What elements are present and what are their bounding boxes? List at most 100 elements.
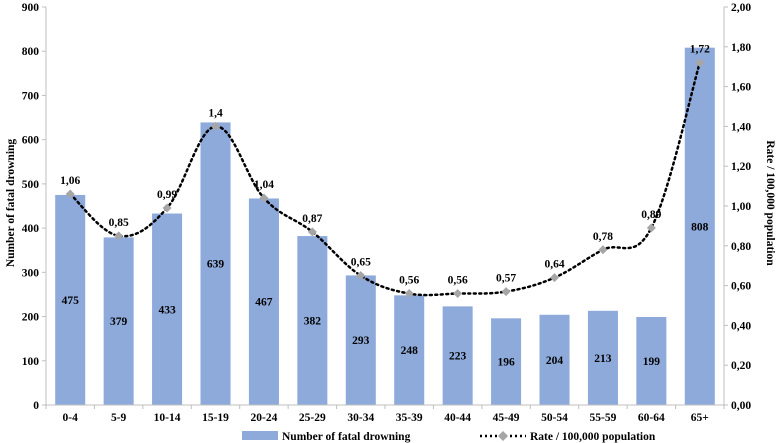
bar-value-label-60-64: 199 bbox=[643, 356, 661, 368]
right-axis-title: Rate / 100,000 population bbox=[764, 140, 776, 266]
bar-value-label-10-14: 433 bbox=[158, 304, 176, 316]
rate-value-label-30-34: 0,65 bbox=[351, 257, 371, 269]
x-tick-label-10-14: 10-14 bbox=[154, 412, 181, 424]
bar-value-label-25-29: 382 bbox=[304, 316, 322, 328]
left-tick-label: 0 bbox=[33, 400, 39, 412]
x-tick-label-55-59: 55-59 bbox=[590, 412, 617, 424]
bar-value-label-65+: 808 bbox=[691, 221, 709, 233]
right-tick-label: 0,80 bbox=[731, 241, 751, 253]
x-tick-label-40-44: 40-44 bbox=[444, 412, 471, 424]
left-tick-label: 200 bbox=[22, 312, 40, 324]
right-tick-label: 1,00 bbox=[731, 201, 751, 213]
bar-0-4 bbox=[55, 194, 86, 405]
right-tick-label: 2,00 bbox=[731, 2, 751, 14]
x-tick-label-25-29: 25-29 bbox=[299, 412, 326, 424]
right-tick-label: 0,20 bbox=[731, 360, 751, 372]
bar-5-9 bbox=[103, 237, 134, 405]
x-tick-label-5-9: 5-9 bbox=[111, 412, 127, 424]
bar-value-label-30-34: 293 bbox=[352, 335, 370, 347]
rate-value-label-65+: 1,72 bbox=[690, 44, 710, 56]
x-tick-label-50-54: 50-54 bbox=[541, 412, 568, 424]
rate-value-label-25-29: 0,87 bbox=[302, 213, 322, 225]
x-axis-ticks: 0-4 5-9 10-14 15-19 20-24 25-29 30-34 35-39 40-4… bbox=[45, 405, 725, 424]
bar-value-label-5-9: 379 bbox=[110, 316, 128, 328]
bar-50-54 bbox=[539, 314, 570, 405]
bar-60-64 bbox=[636, 317, 667, 405]
legend-label-rate: Rate / 100,000 population bbox=[530, 431, 656, 443]
left-tick-label: 900 bbox=[22, 2, 40, 14]
rate-value-label-45-49: 0,57 bbox=[496, 273, 516, 285]
left-tick-label: 400 bbox=[22, 223, 40, 235]
left-axis-ticks: 0 100 200 300 400 500 600 700 800 900 bbox=[22, 2, 46, 412]
bar-value-label-55-59: 213 bbox=[594, 353, 612, 365]
bar-20-24 bbox=[248, 198, 279, 405]
rate-value-label-55-59: 0,78 bbox=[593, 231, 613, 243]
bar-45-49 bbox=[491, 318, 522, 405]
rate-marker-10-14 bbox=[162, 203, 172, 213]
rate-value-label-50-54: 0,64 bbox=[544, 259, 564, 271]
rate-marker-50-54 bbox=[550, 273, 559, 283]
bar-value-label-45-49: 196 bbox=[497, 357, 515, 369]
bar-value-label-40-44: 223 bbox=[449, 351, 467, 363]
left-tick-label: 500 bbox=[22, 179, 40, 191]
bar-value-label-0-4: 475 bbox=[62, 295, 80, 307]
bar-value-label-20-24: 467 bbox=[255, 297, 273, 309]
bars-layer bbox=[55, 47, 715, 406]
bar-65+ bbox=[684, 47, 715, 406]
rate-marker-15-19 bbox=[211, 121, 220, 131]
right-tick-label: 1,80 bbox=[731, 42, 751, 54]
left-tick-label: 300 bbox=[22, 267, 40, 279]
axes-layer bbox=[45, 7, 725, 406]
right-tick-label: 0,40 bbox=[731, 320, 751, 332]
x-tick-label-35-39: 35-39 bbox=[396, 412, 423, 424]
rate-marker-20-24 bbox=[259, 193, 269, 203]
x-tick-label-60-64: 60-64 bbox=[638, 412, 665, 424]
rate-value-label-35-39: 0,56 bbox=[399, 275, 419, 287]
x-tick-label-45-49: 45-49 bbox=[493, 412, 520, 424]
left-tick-label: 600 bbox=[22, 135, 40, 147]
bar-40-44 bbox=[442, 306, 473, 405]
rate-series-line bbox=[68, 61, 702, 297]
left-axis-title: Number of fatal drowning bbox=[5, 139, 17, 268]
x-tick-label-15-19: 15-19 bbox=[202, 412, 229, 424]
rate-marker-45-49 bbox=[501, 287, 511, 297]
bar-value-label-50-54: 204 bbox=[546, 355, 564, 367]
rate-marker-30-34 bbox=[356, 271, 366, 281]
rate-marker-60-64 bbox=[646, 223, 656, 233]
right-tick-label: 0,00 bbox=[731, 400, 751, 412]
bar-25-29 bbox=[297, 236, 328, 405]
rate-marker-40-44 bbox=[453, 289, 463, 299]
bar-35-39 bbox=[394, 295, 425, 405]
bar-labels-layer: 475 379 433 639 467 382 293 248 223 196 204 213 199 8… bbox=[62, 221, 709, 368]
left-tick-label: 100 bbox=[22, 356, 40, 368]
rate-value-label-10-14: 0,99 bbox=[157, 189, 177, 201]
x-tick-label-20-24: 20-24 bbox=[251, 412, 278, 424]
right-tick-label: 1,40 bbox=[731, 121, 751, 133]
right-tick-label: 1,60 bbox=[731, 82, 751, 94]
right-tick-label: 0,60 bbox=[731, 281, 751, 293]
rate-value-label-20-24: 1,04 bbox=[254, 179, 274, 191]
rate-marker-5-9 bbox=[114, 231, 124, 241]
rate-marker-35-39 bbox=[404, 289, 414, 299]
legend-swatch-rate-marker bbox=[498, 431, 508, 441]
legend: Number of fatal drowning Rate / 100,000 … bbox=[242, 431, 656, 443]
rate-line-layer bbox=[65, 58, 705, 299]
rate-marker-65+ bbox=[695, 58, 705, 68]
bar-value-label-15-19: 639 bbox=[207, 259, 225, 271]
right-axis-ticks: 0,00 0,20 0,40 0,60 0,80 1,00 1,20 1,40 1,60 1,80… bbox=[724, 2, 751, 412]
rate-marker-0-4 bbox=[65, 189, 75, 199]
rate-value-label-5-9: 0,85 bbox=[109, 217, 129, 229]
rate-labels-layer: 1,06 0,85 0,99 1,4 1,04 0,87 0,65 0,56 0,56 0,57 0… bbox=[60, 44, 710, 287]
rate-value-label-60-64: 0,89 bbox=[641, 209, 661, 221]
bar-value-label-35-39: 248 bbox=[401, 345, 419, 357]
legend-label-count: Number of fatal drowning bbox=[282, 431, 411, 443]
legend-swatch-count bbox=[242, 431, 278, 440]
rate-value-label-0-4: 1,06 bbox=[60, 175, 80, 187]
bar-15-19 bbox=[200, 122, 231, 406]
bar-10-14 bbox=[152, 213, 183, 405]
left-tick-label: 700 bbox=[22, 90, 40, 102]
x-tick-label-65+: 65+ bbox=[691, 412, 709, 424]
bar-30-34 bbox=[345, 275, 376, 405]
left-tick-label: 800 bbox=[22, 46, 40, 58]
